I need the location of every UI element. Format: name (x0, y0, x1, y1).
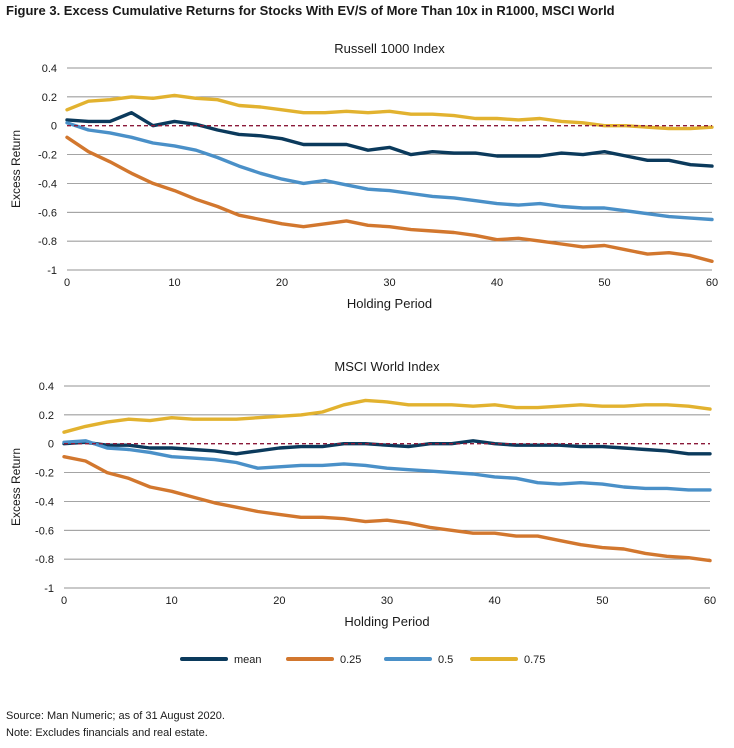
x-tick-label: 50 (596, 595, 608, 607)
y-tick-label: -0.2 (35, 468, 54, 480)
y-tick-label: -1 (44, 583, 54, 595)
x-tick-label: 60 (704, 595, 716, 607)
y-tick-label: 0.4 (39, 381, 54, 393)
legend-label: mean (234, 654, 262, 666)
y-tick-label: -0.2 (38, 150, 57, 162)
chart-title: MSCI World Index (334, 359, 440, 374)
x-tick-label: 10 (168, 277, 180, 289)
series-line-025 (65, 135, 714, 263)
x-axis-label: Holding Period (344, 614, 429, 629)
legend-label: 0.75 (524, 654, 545, 666)
exclusion-note: Note: Excludes financials and real estat… (6, 727, 208, 739)
y-tick-label: -0.8 (35, 554, 54, 566)
y-axis-label: Excess Return (9, 448, 23, 526)
y-tick-label: -0.8 (38, 236, 57, 248)
x-tick-label: 30 (381, 595, 393, 607)
y-axis-label: Excess Return (9, 130, 23, 208)
series-line-mean (65, 110, 714, 168)
y-tick-label: 0.2 (39, 410, 54, 422)
x-tick-label: 20 (276, 277, 288, 289)
y-tick-label: -0.6 (38, 207, 57, 219)
x-tick-label: 10 (166, 595, 178, 607)
y-tick-label: -0.4 (38, 178, 57, 190)
y-tick-label: 0 (51, 121, 57, 133)
x-tick-label: 40 (491, 277, 503, 289)
y-tick-label: 0 (48, 439, 54, 451)
x-tick-label: 20 (273, 595, 285, 607)
legend-label: 0.5 (438, 654, 453, 666)
figure-title: Figure 3. Excess Cumulative Returns for … (6, 3, 615, 18)
series-line-05 (62, 439, 712, 492)
x-tick-label: 0 (64, 277, 70, 289)
series-line-05 (65, 121, 714, 222)
y-tick-label: -1 (47, 265, 57, 277)
y-tick-label: -0.4 (35, 496, 54, 508)
chart-canvas: Russell 1000 Index 0.4 0.2 0 -0.2 -0.4 -0.6 -0.… (9, 41, 718, 666)
series-line-075 (65, 93, 714, 131)
chart-title: Russell 1000 Index (334, 41, 445, 56)
y-tick-label: 0.4 (42, 63, 57, 75)
series-line-mean (62, 439, 712, 456)
x-tick-label: 0 (61, 595, 67, 607)
series-line-025 (62, 455, 712, 563)
source-note: Source: Man Numeric; as of 31 August 202… (6, 710, 225, 722)
x-axis-label: Holding Period (347, 296, 432, 311)
x-tick-label: 40 (489, 595, 501, 607)
series-line-075 (62, 398, 712, 434)
x-tick-label: 50 (598, 277, 610, 289)
legend-label: 0.25 (340, 654, 361, 666)
y-tick-label: 0.2 (42, 92, 57, 104)
x-tick-label: 30 (383, 277, 395, 289)
x-tick-label: 60 (706, 277, 718, 289)
y-tick-label: -0.6 (35, 525, 54, 537)
